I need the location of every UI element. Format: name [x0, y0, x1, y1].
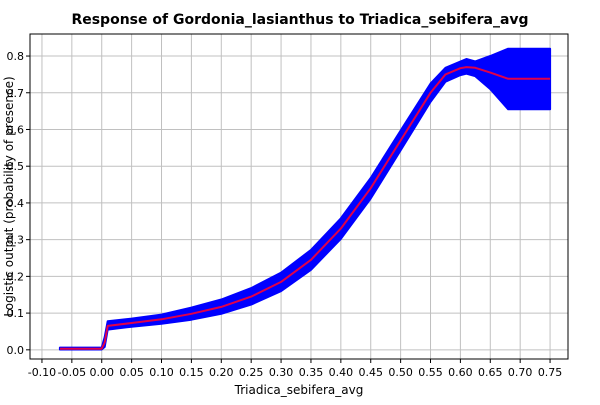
x-tick-label: 0.05 [119, 366, 144, 379]
y-tick-label: 0.1 [7, 307, 25, 320]
y-tick-label: 0.6 [7, 123, 25, 136]
y-tick-label: 0.0 [7, 344, 25, 357]
y-axis-label: Logistic output (probability of presence… [2, 76, 16, 316]
x-tick-label: 0.75 [538, 366, 563, 379]
x-tick-label: 0.30 [269, 366, 294, 379]
x-tick-label: 0.50 [388, 366, 413, 379]
y-axis-ticks: 0.0 0.1 0.2 0.3 0.4 0.5 0.6 0.7 0.8 [7, 50, 30, 357]
grid [30, 34, 568, 359]
x-tick-label: 0.10 [149, 366, 174, 379]
x-tick-label: 0.60 [448, 366, 473, 379]
chart-title: Response of Gordonia_lasianthus to Triad… [71, 12, 529, 28]
y-tick-label: 0.2 [7, 270, 25, 283]
y-tick-label: 0.5 [7, 160, 25, 173]
y-tick-label: 0.4 [7, 197, 25, 210]
x-tick-label: -0.10 [28, 366, 56, 379]
x-tick-label: -0.05 [58, 366, 86, 379]
confidence-band-area [58, 47, 552, 351]
x-tick-label: 0.65 [478, 366, 503, 379]
x-tick-label: 0.45 [358, 366, 383, 379]
x-axis-ticks: -0.10 -0.05 0.00 0.05 0.10 0.15 0.20 0.25 0.30 0.… [28, 359, 563, 379]
x-tick-label: 0.25 [239, 366, 264, 379]
y-tick-label: 0.7 [7, 87, 25, 100]
x-tick-label: 0.15 [179, 366, 204, 379]
x-tick-label: 0.55 [418, 366, 443, 379]
x-axis-label: Triadica_sebifera_avg [234, 383, 364, 397]
mean-response-line [59, 66, 551, 350]
y-tick-label: 0.8 [7, 50, 25, 63]
plot-frame [29, 33, 569, 360]
confidence-band [58, 47, 552, 351]
mean-line-layer [59, 66, 551, 350]
x-tick-label: 0.40 [329, 366, 354, 379]
x-tick-label: 0.70 [508, 366, 533, 379]
x-tick-label: 0.35 [299, 366, 324, 379]
x-tick-label: 0.00 [89, 366, 114, 379]
y-tick-label: 0.3 [7, 234, 25, 247]
x-tick-label: 0.20 [209, 366, 234, 379]
